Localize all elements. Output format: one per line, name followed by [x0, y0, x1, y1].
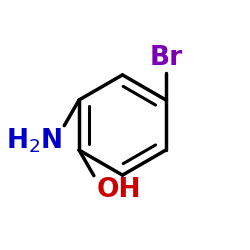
Text: Br: Br: [149, 46, 182, 72]
Text: OH: OH: [96, 177, 141, 203]
Text: H$_2$N: H$_2$N: [6, 127, 62, 155]
